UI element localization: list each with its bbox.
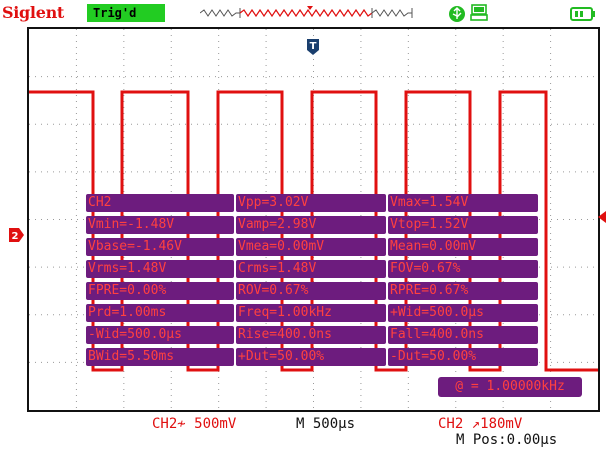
ch2-ground-label: 2 <box>12 231 19 242</box>
measure-row: CH2 Vpp=3.02V Vmax=1.54V <box>85 192 539 214</box>
measure-cell: -Dut=50.00% <box>388 348 538 366</box>
measure-cell: Vmin=-1.48V <box>86 216 234 234</box>
trigger-position-marker[interactable]: T <box>306 38 320 56</box>
frequency-counter: @ = 1.00000kHz <box>438 377 582 397</box>
measure-cell: Vamp=2.98V <box>236 216 386 234</box>
measure-cell: Vtop=1.52V <box>388 216 538 234</box>
measure-cell: Prd=1.00ms <box>86 304 234 322</box>
trigger-position-label: T <box>310 41 317 52</box>
horizontal-timebase: M 500μs <box>296 416 356 432</box>
measure-cell: Rise=400.0ns <box>236 326 386 344</box>
measure-cell: Vbase=-1.46V <box>86 238 234 256</box>
measure-row: Vrms=1.48V Crms=1.48V FOV=0.67% <box>85 258 539 280</box>
measure-cell: Fall=400.0ns <box>388 326 538 344</box>
measure-row: -Wid=500.0μs Rise=400.0ns Fall=400.0ns <box>85 324 539 346</box>
memory-overview-waveform <box>200 6 413 18</box>
ch2-vertical-scale: CH2≁ 500mV <box>152 416 237 432</box>
measure-row: FPRE=0.00% ROV=0.67% RPRE=0.67% <box>85 280 539 302</box>
brand-logo: Siglent <box>2 3 65 22</box>
measure-cell: Crms=1.48V <box>236 260 386 278</box>
measure-cell: Vrms=1.48V <box>86 260 234 278</box>
trigger-setting: CH2 ↗180mV <box>438 416 523 432</box>
measure-row: Vmin=-1.48V Vamp=2.98V Vtop=1.52V <box>85 214 539 236</box>
ch2-ground-marker[interactable]: 2 <box>9 228 25 242</box>
measure-cell: BWid=5.50ms <box>86 348 234 366</box>
measure-cell: Mean=0.00mV <box>388 238 538 256</box>
measure-cell: FOV=0.67% <box>388 260 538 278</box>
measure-cell: Vpp=3.02V <box>236 194 386 212</box>
measure-cell: Vmea=0.00mV <box>236 238 386 256</box>
bottom-status-bar: CH2≁ 500mV M 500μs CH2 ↗180mV M Pos:0.00… <box>0 414 606 450</box>
measure-cell: +Dut=50.00% <box>236 348 386 366</box>
trigger-level-marker[interactable] <box>597 211 606 223</box>
measure-cell: -Wid=500.0μs <box>86 326 234 344</box>
usb-icon <box>449 6 465 22</box>
trigger-status-badge: Trig'd <box>87 4 165 22</box>
measure-cell: ROV=0.67% <box>236 282 386 300</box>
horizontal-position: M Pos:0.00μs <box>456 432 558 448</box>
measure-row: Vbase=-1.46V Vmea=0.00mV Mean=0.00mV <box>85 236 539 258</box>
measure-cell: Freq=1.00kHz <box>236 304 386 322</box>
printer-icon <box>470 4 488 21</box>
measure-cell: RPRE=0.67% <box>388 282 538 300</box>
measure-cell: FPRE=0.00% <box>86 282 234 300</box>
measure-row: Prd=1.00ms Freq=1.00kHz +Wid=500.0μs <box>85 302 539 324</box>
battery-icon <box>570 7 595 21</box>
measure-cell: +Wid=500.0μs <box>388 304 538 322</box>
measurement-panel: CH2 Vpp=3.02V Vmax=1.54V Vmin=-1.48V Vam… <box>85 192 539 368</box>
measure-cell: CH2 <box>86 194 234 212</box>
measure-cell: Vmax=1.54V <box>388 194 538 212</box>
measure-row: BWid=5.50ms +Dut=50.00% -Dut=50.00% <box>85 346 539 368</box>
